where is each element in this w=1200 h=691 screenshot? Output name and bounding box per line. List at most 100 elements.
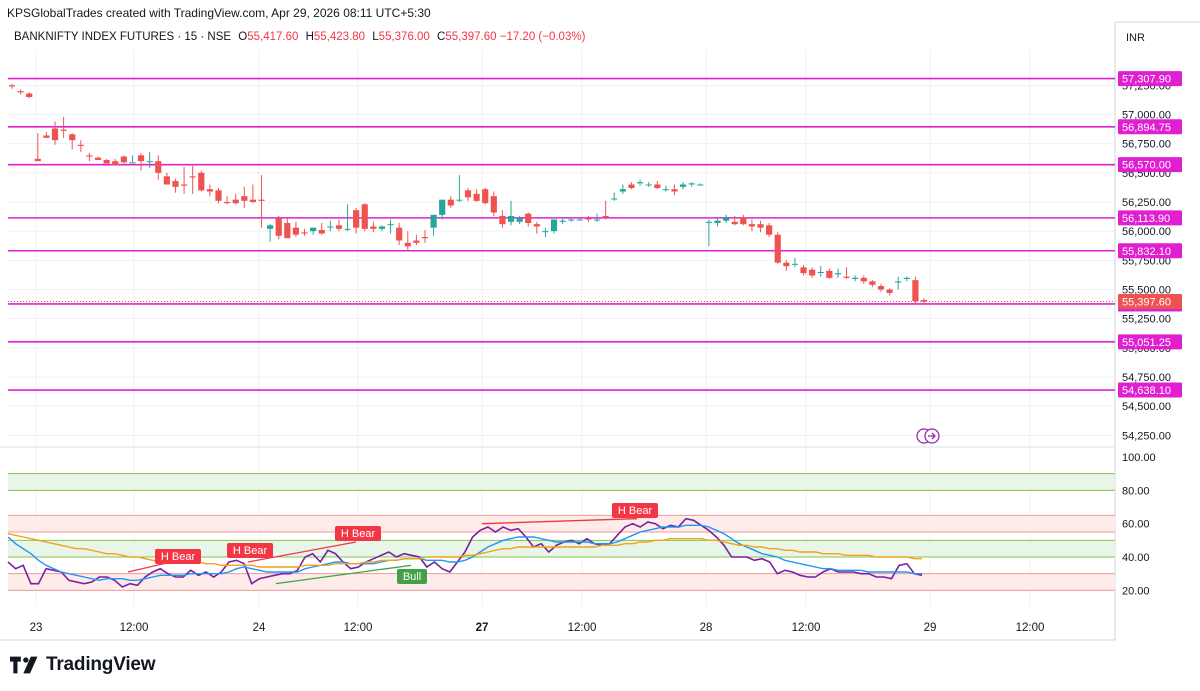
key-level-tag [1118, 382, 1182, 398]
candle-body [602, 216, 609, 218]
candle-body [86, 155, 93, 157]
y-tick-label: 56,000.00 [1122, 226, 1171, 238]
candle [559, 217, 566, 225]
candle [886, 288, 893, 296]
key-level-tag [1118, 157, 1182, 173]
candle [284, 217, 291, 239]
candle [671, 184, 678, 195]
candle [817, 266, 824, 277]
candle-body [774, 234, 781, 263]
candle [275, 216, 282, 240]
candle [714, 218, 721, 227]
key-level-label: 55,051.25 [1122, 337, 1171, 349]
candle [499, 210, 506, 228]
candle [568, 217, 575, 222]
candle [361, 203, 368, 232]
candle-body [611, 198, 618, 200]
candle [163, 172, 170, 185]
key-level-label: 57,307.90 [1122, 74, 1171, 86]
candle-body [103, 160, 110, 164]
candle-body [447, 199, 454, 206]
candle-body [51, 128, 59, 141]
candle [404, 231, 411, 250]
candle [516, 216, 523, 225]
rsi-fast-ma-line [7, 524, 922, 582]
candle [740, 214, 747, 226]
candle [327, 220, 334, 232]
candle [473, 189, 480, 202]
candle [877, 283, 885, 292]
candle [258, 175, 265, 228]
rsi-y-tick-label: 40.00 [1122, 552, 1150, 564]
x-tick-label: 28 [700, 622, 713, 634]
candle [869, 280, 876, 288]
candle [198, 170, 205, 192]
candle-body [241, 196, 248, 201]
candle-body [112, 161, 119, 165]
candle-body [249, 199, 257, 202]
candle-body [146, 161, 153, 163]
candle-body [869, 281, 876, 285]
key-level-tag [1118, 210, 1182, 226]
candle [344, 204, 351, 232]
candle-body [714, 220, 721, 223]
candle [852, 275, 859, 282]
candle [17, 89, 24, 95]
candle [636, 179, 644, 186]
x-tick-label: 12:00 [1016, 622, 1045, 634]
candle-body [464, 190, 472, 198]
candle [679, 182, 687, 190]
bear-divergence-label: H Bear [155, 549, 201, 564]
candle-body [378, 226, 386, 229]
candle-body [860, 277, 867, 282]
candle-body [267, 225, 274, 229]
candle [241, 186, 248, 208]
candle [490, 191, 497, 216]
candle-body [748, 224, 756, 227]
divergence-line [247, 541, 357, 563]
candle-body [507, 216, 515, 222]
y-tick-label: 55,500.00 [1122, 285, 1171, 297]
candle-body [232, 199, 239, 204]
candle-body [473, 193, 480, 201]
bull-divergence-label: Bull [397, 569, 427, 584]
candle-body [843, 276, 850, 278]
key-level-tag [1118, 71, 1182, 87]
key-level-label: 54,638.10 [1122, 385, 1171, 397]
candle-body [636, 182, 644, 184]
candle [533, 221, 540, 234]
bear-divergence-label: H Bear [612, 503, 658, 518]
candle [103, 158, 110, 164]
candle-body [310, 227, 317, 232]
candle-body [800, 267, 807, 274]
candle [860, 275, 867, 284]
last-price-label: 55,397.60 [1122, 296, 1171, 308]
candle [69, 133, 76, 150]
candle [172, 178, 179, 193]
candle-body [516, 218, 523, 222]
candle-body [180, 184, 188, 186]
candle-body [17, 91, 24, 93]
candle [421, 230, 429, 243]
candle-body [783, 262, 790, 267]
candle-body [94, 157, 102, 160]
rsi-band [8, 573, 1115, 591]
y-tick-label: 54,500.00 [1122, 401, 1171, 413]
candle [77, 140, 84, 152]
candle [249, 184, 257, 204]
y-tick-label: 57,000.00 [1122, 110, 1171, 122]
replay-icon-arrow [928, 432, 936, 440]
candle [628, 182, 635, 190]
rsi-line [7, 517, 923, 588]
candle [525, 212, 532, 227]
candle-body [439, 199, 446, 215]
candle [576, 218, 583, 221]
annotation-box [155, 549, 201, 564]
candle-body [628, 184, 635, 188]
candle-body [490, 196, 497, 213]
candle [766, 223, 773, 237]
key-level-label: 56,113.90 [1122, 213, 1170, 225]
candle-body [671, 189, 678, 192]
annotation-box [335, 526, 381, 541]
candle-body [137, 155, 145, 162]
